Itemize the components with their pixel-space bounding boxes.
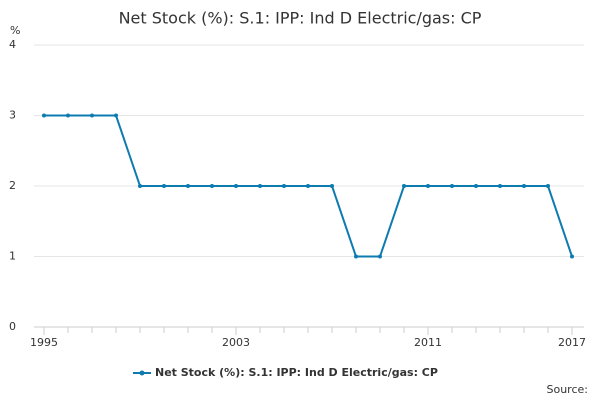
data-point	[306, 184, 310, 188]
data-point	[522, 184, 526, 188]
legend-marker	[139, 370, 145, 376]
data-point	[450, 184, 454, 188]
data-point	[498, 184, 502, 188]
data-point	[234, 184, 238, 188]
y-tick-label: 3	[9, 109, 16, 122]
data-point	[42, 113, 46, 118]
data-point	[474, 184, 478, 188]
y-tick-label: 4	[9, 38, 16, 51]
data-point	[330, 184, 334, 188]
data-point	[282, 184, 286, 188]
data-point	[210, 184, 214, 188]
data-point	[138, 184, 142, 188]
data-point	[546, 184, 550, 188]
y-tick-label: 0	[9, 320, 16, 333]
x-tick-label: 2011	[414, 336, 442, 349]
x-tick-label: 1995	[30, 336, 58, 349]
source: Source:	[547, 383, 589, 396]
data-point	[186, 184, 190, 188]
data-point	[378, 254, 382, 259]
data-point	[354, 254, 358, 259]
x-tick-label: 2017	[558, 336, 586, 349]
data-point	[90, 113, 94, 118]
y-tick-label: 1	[9, 250, 16, 263]
data-point	[426, 184, 430, 188]
y-tick-label: 2	[9, 179, 16, 192]
data-point	[258, 184, 262, 188]
chart-title: Net Stock (%): S.1: IPP: Ind D Electric/…	[119, 9, 482, 28]
x-tick-label: 2003	[222, 336, 250, 349]
data-point	[162, 184, 166, 188]
data-point	[66, 113, 70, 118]
data-point	[114, 113, 118, 118]
y-axis-label: %	[10, 24, 20, 37]
legend-label: Net Stock (%): S.1: IPP: Ind D Electric/…	[155, 366, 438, 379]
data-point	[570, 254, 574, 259]
data-point	[402, 184, 406, 188]
